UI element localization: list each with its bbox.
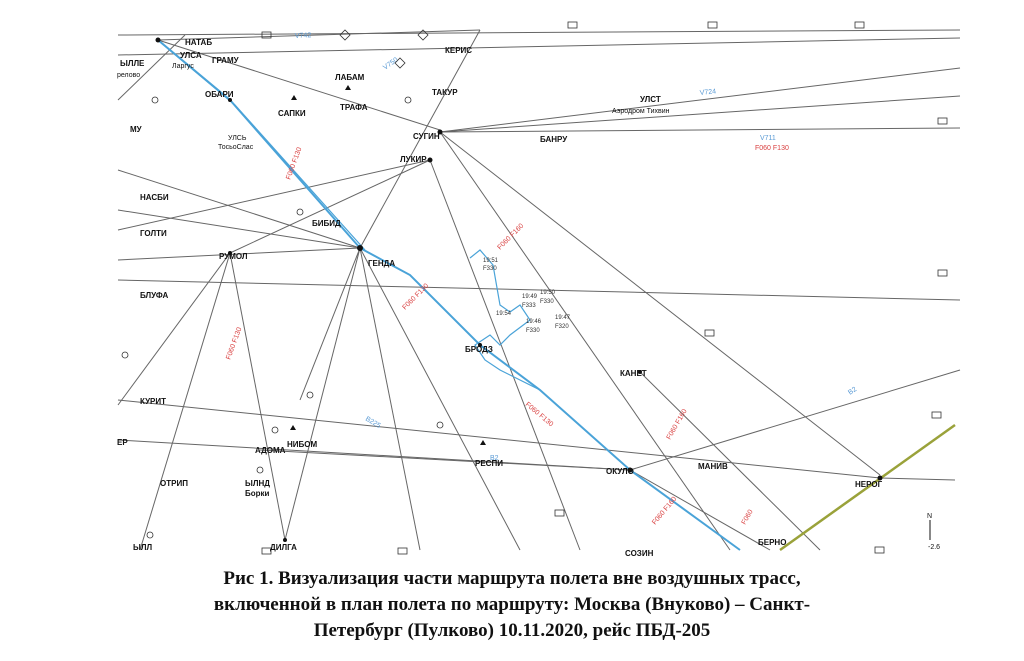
waypoint-keris: КЕРИС [445,46,472,55]
waypoint-lukir: ЛУКИР [400,155,427,164]
svg-text:F333: F333 [522,303,536,309]
svg-text:19:51: 19:51 [483,258,499,264]
waypoint-dilga: ДИЛГА [270,543,297,552]
waypoint-labels: НАТАБ УЛСА ГРАМУ ЫЛЛЕ релово Ларгус ОБАР… [117,38,883,558]
waypoint-relovo: релово [117,72,140,79]
waypoint-nibom: НИБОМ [287,440,318,449]
svg-text:N: N [927,513,932,520]
waypoint-nasbi: НАСБИ [140,193,169,202]
waypoint-berno: БЕРНО [758,538,786,547]
waypoint-borki: Борки [245,489,270,498]
svg-text:19:46: 19:46 [526,319,542,325]
caption-line-3: Петербург (Пулково) 10.11.2020, рейс ПБД… [313,620,711,641]
waypoint-nerog: НЕРОГ [855,480,883,489]
svg-text:F060 F160: F060 F160 [651,496,678,527]
waypoint-otrip: ОТРИП [160,479,188,488]
waypoint-bibid: БИБИД [312,219,341,228]
svg-text:19:47: 19:47 [555,315,571,321]
svg-text:V711: V711 [760,135,776,142]
waypoint-sozin: СОЗИН [625,549,654,558]
waypoint-labam: ЛАБАМ [335,73,365,82]
map-symbols [121,21,948,555]
boundary-line [779,423,956,552]
waypoint-sapki: САПКИ [278,109,306,118]
svg-text:V724: V724 [699,88,716,97]
svg-text:F330: F330 [483,266,497,272]
svg-text:F330: F330 [526,328,540,334]
caption-line-2: включенной в план полета по маршруту: Мо… [213,594,811,615]
waypoint-tosnoslas: ТосьоСлас [218,144,254,151]
svg-text:F320: F320 [555,324,569,330]
waypoint-largus: Ларгус [172,63,194,70]
waypoint-rumol: РУМОЛ [219,252,248,261]
svg-text:F060: F060 [741,509,755,526]
waypoint-ylle: ЫЛЛЕ [120,59,145,68]
waypoint-trafa: ТРАФА [340,103,368,112]
svg-text:19:54: 19:54 [496,311,512,317]
waypoint-obari: ОБАРИ [205,90,234,99]
svg-text:F060 F130: F060 F130 [225,326,243,360]
caption-line-1: Рис 1. Визуализация части маршрута полет… [223,568,801,589]
svg-text:B225: B225 [364,416,382,430]
waypoint-ulst: УЛСТ [640,95,661,104]
north-indicator: N -2.6 [927,513,940,551]
waypoint-ulsa: УЛСА [180,51,202,60]
svg-text:F060 F160: F060 F160 [666,408,689,441]
waypoint-natab: НАТАБ [185,38,212,47]
waypoint-okulo: ОКУЛО [606,467,634,476]
waypoint-maniv: МАНИВ [698,462,728,471]
svg-text:-2.6: -2.6 [928,544,940,551]
svg-text:F060 F160: F060 F160 [496,222,525,251]
waypoint-tikhvin: Аэродром Тихвин [612,108,670,115]
svg-text:19:50: 19:50 [540,290,556,296]
svg-text:B2: B2 [490,455,499,462]
waypoint-banru: БАНРУ [540,135,568,144]
waypoint-genda: ГЕНДА [368,259,395,268]
waypoint-uls: УЛСЬ [228,135,247,142]
navigation-chart: V742 V750 V724 V711 F060 F130 F060 F130 … [117,21,961,558]
track-labels: 19:51 F330 19:49 F333 19:50 F330 19:47 F… [483,258,571,334]
waypoint-ylnd: ЫЛНД [245,479,270,488]
waypoint-kanet: КАНЕТ [620,369,647,378]
waypoint-respi: РЕСПИ [475,459,503,468]
waypoint-golti: ГОЛТИ [140,229,167,238]
svg-text:F060 F130: F060 F130 [755,145,789,152]
flight-route [157,39,741,551]
svg-text:V750: V750 [382,56,399,71]
waypoint-yll: ЫЛЛ [133,543,152,552]
waypoint-markers [155,37,883,542]
svg-text:V742: V742 [295,32,312,40]
svg-text:B2: B2 [847,386,858,397]
waypoint-er: ЕР [117,438,128,447]
svg-text:F330: F330 [540,299,554,305]
waypoint-blufa: БЛУФА [140,291,168,300]
airway-lines [117,29,961,551]
waypoint-gramu: ГРАМУ [212,56,240,65]
svg-text:19:49: 19:49 [522,294,538,300]
waypoint-adoma: АДОМА [255,446,286,455]
waypoint-brodz: БРОДЗ [465,345,493,354]
waypoint-kurit: КУРИТ [140,397,166,406]
waypoint-sugin: СУГИН [413,132,440,141]
waypoint-takur: ТАКУР [432,88,458,97]
waypoint-mu: МУ [130,125,143,134]
figure-caption: Рис 1. Визуализация части маршрута полет… [0,566,1024,644]
